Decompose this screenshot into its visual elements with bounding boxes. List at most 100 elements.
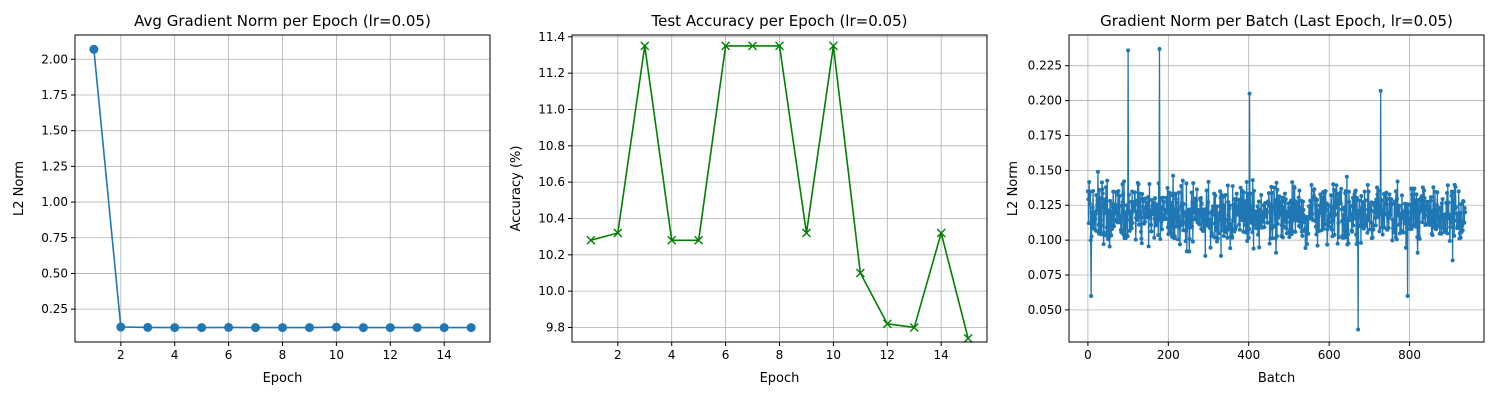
data-point	[1174, 200, 1179, 205]
x-tick-label: 10	[826, 348, 841, 362]
data-point	[1107, 244, 1112, 249]
data-point	[1206, 200, 1211, 205]
data-point	[1427, 217, 1432, 222]
data-point	[1425, 213, 1430, 218]
data-point	[1329, 227, 1334, 232]
data-point	[1192, 203, 1197, 208]
data-point	[1095, 203, 1100, 208]
data-point	[1408, 203, 1413, 208]
x-tick-label: 200	[1157, 348, 1180, 362]
data-point	[1442, 217, 1447, 222]
data-point	[1093, 211, 1098, 216]
data-point	[1136, 215, 1141, 220]
y-tick-label: 10.4	[538, 211, 565, 225]
data-point	[1103, 209, 1108, 214]
data-point	[1462, 220, 1467, 225]
data-point	[1388, 212, 1393, 217]
data-point	[1187, 249, 1192, 254]
data-point	[1410, 192, 1415, 197]
data-point	[1233, 225, 1238, 230]
data-point	[1086, 197, 1091, 202]
data-point	[1302, 220, 1307, 225]
data-point	[1445, 231, 1450, 236]
data-point	[1438, 206, 1443, 211]
data-point	[1229, 226, 1234, 231]
data-point	[1405, 293, 1410, 298]
data-point	[1367, 227, 1372, 232]
data-point	[278, 323, 287, 333]
data-point	[1396, 206, 1401, 211]
data-point	[1286, 201, 1291, 206]
data-point	[1430, 233, 1435, 238]
data-point	[1284, 226, 1289, 231]
data-point	[1364, 223, 1369, 228]
data-point	[1132, 207, 1137, 212]
data-point	[1390, 217, 1395, 222]
data-point	[1101, 242, 1106, 247]
data-point	[1178, 219, 1183, 224]
plot-frame	[1068, 34, 1485, 343]
data-point	[1377, 229, 1382, 234]
data-point	[1297, 219, 1302, 224]
data-point	[1223, 193, 1228, 198]
data-point	[1120, 182, 1125, 187]
data-point	[1108, 198, 1113, 203]
x-tick-label: 12	[383, 348, 398, 362]
data-point	[936, 228, 946, 238]
data-point	[1100, 191, 1105, 196]
data-point	[1242, 218, 1247, 223]
data-point	[1164, 195, 1169, 200]
data-point	[1449, 193, 1454, 198]
data-point	[1155, 202, 1160, 207]
data-point	[775, 41, 784, 51]
data-point	[1413, 206, 1418, 211]
data-point	[1227, 203, 1232, 208]
x-tick-label: 400	[1237, 348, 1260, 362]
data-point	[1151, 210, 1156, 215]
data-point	[1315, 197, 1320, 202]
data-point	[1335, 241, 1340, 246]
data-point	[1351, 198, 1356, 203]
data-point	[1159, 219, 1164, 224]
data-point	[1229, 221, 1234, 226]
data-point	[1298, 205, 1303, 210]
data-point	[1421, 215, 1426, 220]
data-point	[1189, 207, 1194, 212]
data-point	[1265, 220, 1270, 225]
data-point	[358, 323, 368, 333]
x-axis-label: Epoch	[263, 371, 303, 386]
x-tick-label: 2	[614, 348, 622, 362]
data-point	[1169, 231, 1174, 236]
data-point	[1243, 223, 1248, 228]
data-point	[1158, 236, 1163, 241]
data-point	[1316, 214, 1321, 219]
data-point	[1283, 197, 1288, 202]
data-point	[1181, 201, 1186, 206]
data-point	[1431, 221, 1436, 226]
data-point	[1334, 183, 1339, 188]
data-point	[1157, 46, 1162, 51]
data-point	[1380, 232, 1385, 237]
data-point	[1248, 191, 1253, 196]
data-point	[1401, 213, 1406, 218]
data-point	[1257, 245, 1262, 250]
y-tick-label: 10.8	[538, 139, 565, 153]
data-point	[1169, 200, 1174, 205]
data-point	[1328, 211, 1333, 216]
data-point	[1228, 246, 1233, 251]
data-point	[1108, 221, 1113, 226]
data-point	[1217, 213, 1222, 218]
data-point	[1370, 235, 1375, 240]
data-point	[1183, 239, 1188, 244]
data-point	[1101, 230, 1106, 235]
data-point	[1244, 179, 1249, 184]
data-point	[1118, 214, 1123, 219]
x-tick-label: 6	[225, 348, 233, 362]
data-point	[1098, 218, 1103, 223]
data-point	[1412, 186, 1417, 191]
data-point	[1454, 218, 1459, 223]
y-tick-label: 2.00	[41, 52, 68, 66]
data-point	[1461, 199, 1466, 204]
data-point	[1362, 189, 1367, 194]
data-point	[1127, 209, 1132, 214]
